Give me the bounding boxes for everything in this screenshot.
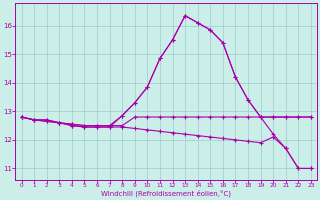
X-axis label: Windchill (Refroidissement éolien,°C): Windchill (Refroidissement éolien,°C) — [101, 190, 231, 197]
